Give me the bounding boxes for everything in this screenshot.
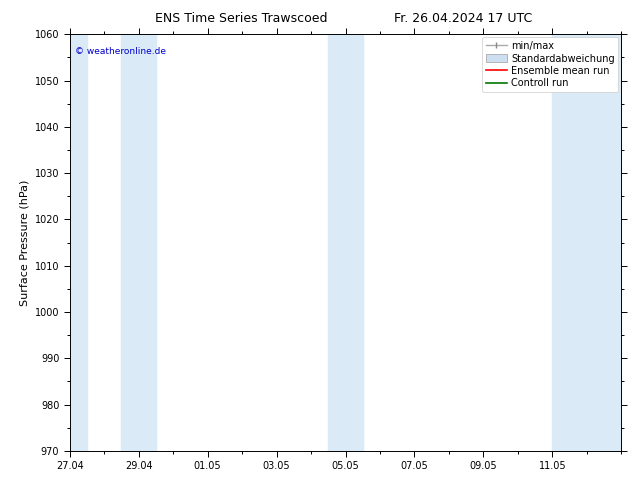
Bar (122, 34, 156, 451)
Text: ENS Time Series Trawscoed: ENS Time Series Trawscoed (155, 12, 327, 25)
Bar (328, 34, 363, 451)
Bar (70, 34, 87, 451)
Text: © weatheronline.de: © weatheronline.de (75, 47, 166, 56)
Bar (552, 34, 621, 451)
Text: Fr. 26.04.2024 17 UTC: Fr. 26.04.2024 17 UTC (394, 12, 532, 25)
Y-axis label: Surface Pressure (hPa): Surface Pressure (hPa) (19, 179, 29, 306)
Legend: min/max, Standardabweichung, Ensemble mean run, Controll run: min/max, Standardabweichung, Ensemble me… (482, 37, 618, 92)
